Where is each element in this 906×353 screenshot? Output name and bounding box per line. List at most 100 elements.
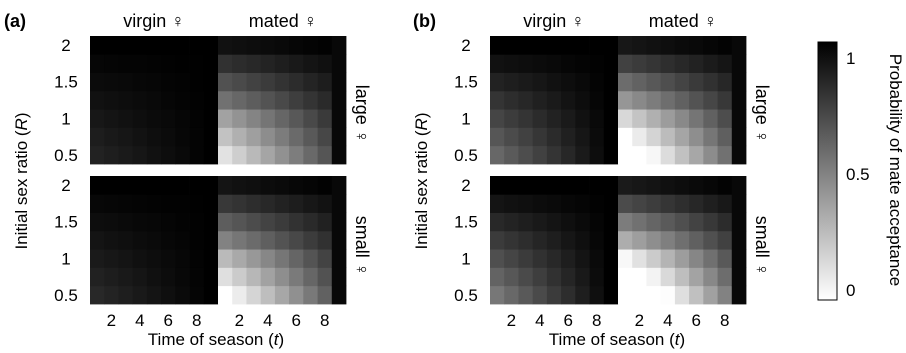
heatmap-cell-b-large-virgin <box>603 90 619 110</box>
heatmap-cell-a-large-virgin <box>175 109 190 128</box>
heatmap-cell-b-small-mated <box>689 230 704 250</box>
heatmap-cell-b-small-virgin <box>546 230 562 250</box>
heatmap-cell-a-large-virgin <box>90 127 105 147</box>
heatmap-cell-b-small-mated <box>660 230 676 250</box>
heatmap-cell-a-small-virgin <box>203 212 219 232</box>
heatmap-cell-a-large-virgin <box>90 72 105 92</box>
col-title-mated-b: mated ♀ <box>649 11 718 31</box>
heatmap-cell-a-large-virgin <box>175 90 190 110</box>
heatmap-cell-a-large-virgin <box>90 54 105 73</box>
heatmap-cell-b-small-virgin <box>561 249 576 268</box>
heatmap-cell-a-large-mated <box>317 127 333 147</box>
heatmap-cell-a-large-virgin <box>118 72 134 92</box>
heatmap-cell-b-large-virgin <box>504 145 519 165</box>
heatmap-cell-a-small-virgin <box>146 249 162 268</box>
y-tick-label-b: 1.5 <box>454 73 478 92</box>
heatmap-cell-a-small-virgin <box>132 176 148 195</box>
heatmap-cell-b-large-virgin <box>532 127 548 147</box>
y-tick-label-b: 1 <box>461 109 470 128</box>
heatmap-cell-b-large-mated <box>646 54 662 73</box>
heatmap-cell-b-small-mated <box>618 176 633 195</box>
heatmap-cell-b-large-virgin <box>575 109 590 128</box>
heatmap-cell-a-small-mated <box>303 230 318 250</box>
heatmap-cell-b-small-virgin <box>561 267 576 287</box>
heatmap-cell-a-small-mated <box>317 176 333 195</box>
heatmap-cell-b-small-virgin <box>561 194 576 213</box>
heatmap-cell-a-small-mated <box>218 249 233 268</box>
heatmap-cell-a-small-virgin <box>146 285 162 305</box>
heatmap-cell-b-large-mated <box>731 90 747 110</box>
heatmap-cell-a-small-virgin <box>118 176 134 195</box>
heatmap-cell-b-small-virgin <box>490 176 505 195</box>
heatmap-cell-a-small-mated <box>289 194 304 213</box>
heatmap-cell-a-small-mated <box>246 194 262 213</box>
heatmap-cell-b-large-virgin <box>546 90 562 110</box>
heatmap-cell-b-small-virgin <box>546 249 562 268</box>
heatmap-cell-b-large-mated <box>703 90 718 110</box>
heatmap-cell-a-small-virgin <box>104 194 119 213</box>
heatmap-cell-b-small-virgin <box>546 285 562 305</box>
heatmap-cell-a-small-mated <box>246 230 262 250</box>
heatmap-cell-b-large-mated <box>660 36 676 55</box>
heatmap-cell-b-small-mated <box>618 285 633 305</box>
heatmap-cell-b-large-mated <box>632 127 647 147</box>
heatmap-cell-a-small-mated <box>260 194 276 213</box>
heatmap-cell-a-small-mated <box>331 267 347 287</box>
heatmap-cell-b-large-virgin <box>490 109 505 128</box>
heatmap-cell-b-small-mated <box>646 176 662 195</box>
heatmap-cell-b-large-mated <box>689 54 704 73</box>
heatmap-cell-b-small-mated <box>689 249 704 268</box>
y-tick-label-a: 1 <box>61 109 70 128</box>
y-tick-label-b: 1.5 <box>454 213 478 232</box>
heatmap-cell-a-small-virgin <box>161 176 176 195</box>
heatmap-cell-b-large-mated <box>717 90 733 110</box>
y-tick-label-b: 2 <box>461 176 470 195</box>
heatmap-cell-a-large-virgin <box>90 145 105 165</box>
x-axis-var-a: t <box>274 330 280 349</box>
heatmap-cell-b-small-virgin <box>575 194 590 213</box>
heatmap-cell-b-small-mated <box>717 267 733 287</box>
heatmap-cell-b-large-mated <box>703 127 718 147</box>
heatmap-cell-b-small-virgin <box>589 285 605 305</box>
x-tick-label-a: 8 <box>320 311 329 330</box>
heatmap-cell-b-large-mated <box>660 145 676 165</box>
heatmap-cell-a-large-mated <box>289 72 304 92</box>
heatmap-cell-b-large-mated <box>689 127 704 147</box>
heatmap-cell-a-large-virgin <box>203 90 219 110</box>
heatmap-cell-a-small-virgin <box>189 267 205 287</box>
heatmap-cell-a-large-virgin <box>146 145 162 165</box>
heatmap-cell-b-small-mated <box>717 230 733 250</box>
heatmap-cell-a-small-mated <box>289 285 304 305</box>
heatmap-cell-b-large-virgin <box>561 127 576 147</box>
heatmap-cell-b-large-virgin <box>561 72 576 92</box>
heatmap-cell-b-small-virgin <box>575 249 590 268</box>
heatmap-cell-a-large-virgin <box>146 36 162 55</box>
heatmap-cell-b-small-virgin <box>518 285 534 305</box>
heatmap-cell-a-small-virgin <box>161 212 176 232</box>
heatmap-cell-b-large-virgin <box>518 109 534 128</box>
heatmap-cell-b-large-virgin <box>575 127 590 147</box>
heatmap-cell-a-large-virgin <box>189 145 205 165</box>
colorbar-label: Probability of mate acceptance <box>886 54 905 286</box>
heatmap-cell-b-large-mated <box>618 72 633 92</box>
heatmap-cell-b-small-mated <box>674 212 690 232</box>
heatmap-cell-a-large-mated <box>317 54 333 73</box>
heatmap-cell-b-small-mated <box>660 176 676 195</box>
heatmap-cell-b-large-mated <box>646 90 662 110</box>
heatmap-cell-a-small-mated <box>232 267 247 287</box>
heatmap-cell-a-large-mated <box>303 72 318 92</box>
heatmap-cell-b-large-mated <box>632 145 647 165</box>
heatmap-cell-b-small-mated <box>618 212 633 232</box>
heatmap-cell-a-small-mated <box>274 230 290 250</box>
heatmap-cell-a-large-virgin <box>175 72 190 92</box>
heatmap-cell-b-small-virgin <box>546 212 562 232</box>
heatmap-cell-b-large-mated <box>703 145 718 165</box>
row-label-large-b: large ♀ <box>752 85 772 144</box>
colorbar <box>817 41 838 301</box>
heatmap-cell-b-small-mated <box>632 267 647 287</box>
heatmap-cell-b-large-virgin <box>589 54 605 73</box>
heatmap-cell-b-small-virgin <box>504 230 519 250</box>
heatmap-cell-b-small-mated <box>632 249 647 268</box>
heatmap-cell-b-small-mated <box>674 267 690 287</box>
heatmap-cell-a-small-mated <box>232 176 247 195</box>
